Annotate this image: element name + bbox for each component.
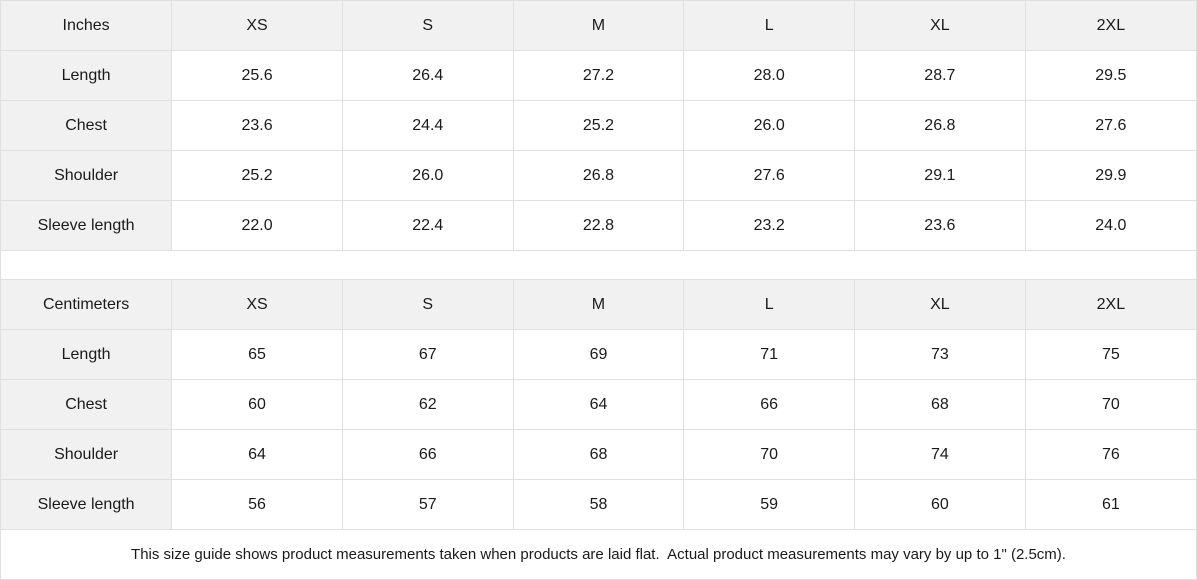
- value-cell: 25.6: [171, 50, 343, 101]
- size-header-cell: XL: [854, 1, 1026, 51]
- table-row: Length 65 67 69 71 73 75: [1, 329, 1196, 380]
- section-spacer: [1, 250, 1196, 280]
- value-cell: 58: [512, 479, 684, 529]
- value-cell: 28.7: [854, 50, 1026, 101]
- unit-header-cell: Inches: [1, 1, 172, 51]
- value-cell: 26.8: [854, 100, 1026, 151]
- size-header-cell: XS: [171, 280, 343, 330]
- value-cell: 27.6: [1024, 100, 1196, 151]
- table-row: Chest 23.6 24.4 25.2 26.0 26.8 27.6: [1, 100, 1196, 151]
- value-cell: 22.4: [341, 200, 514, 250]
- value-cell: 23.2: [683, 200, 855, 250]
- size-header-cell: S: [341, 280, 514, 330]
- value-cell: 29.5: [1024, 50, 1196, 101]
- value-cell: 74: [854, 429, 1026, 480]
- value-cell: 23.6: [854, 200, 1026, 250]
- size-header-cell: XS: [171, 1, 343, 51]
- value-cell: 29.1: [854, 150, 1026, 201]
- row-label-cell: Sleeve length: [1, 200, 172, 250]
- table-row: Sleeve length 56 57 58 59 60 61: [1, 479, 1196, 529]
- row-label-cell: Shoulder: [1, 429, 172, 480]
- size-header-cell: 2XL: [1024, 1, 1196, 51]
- size-header-cell: L: [683, 1, 855, 51]
- value-cell: 66: [683, 379, 855, 430]
- value-cell: 27.6: [683, 150, 855, 201]
- value-cell: 22.8: [512, 200, 684, 250]
- value-cell: 26.0: [683, 100, 855, 151]
- row-label-cell: Length: [1, 50, 172, 101]
- value-cell: 76: [1024, 429, 1196, 480]
- row-label-cell: Length: [1, 329, 172, 380]
- value-cell: 29.9: [1024, 150, 1196, 201]
- value-cell: 69: [512, 329, 684, 380]
- value-cell: 25.2: [171, 150, 343, 201]
- value-cell: 26.4: [341, 50, 514, 101]
- value-cell: 57: [341, 479, 514, 529]
- table-row: Shoulder 25.2 26.0 26.8 27.6 29.1 29.9: [1, 150, 1196, 201]
- value-cell: 71: [683, 329, 855, 380]
- table-row: Length 25.6 26.4 27.2 28.0 28.7 29.5: [1, 50, 1196, 101]
- value-cell: 66: [341, 429, 514, 480]
- row-label-cell: Sleeve length: [1, 479, 172, 529]
- value-cell: 28.0: [683, 50, 855, 101]
- row-label-cell: Chest: [1, 100, 172, 151]
- value-cell: 70: [1024, 379, 1196, 430]
- header-row: Centimeters XS S M L XL 2XL: [1, 280, 1196, 330]
- value-cell: 68: [512, 429, 684, 480]
- table-row: Sleeve length 22.0 22.4 22.8 23.2 23.6 24.0: [1, 200, 1196, 250]
- footer-note: This size guide shows product measuremen…: [1, 529, 1196, 579]
- value-cell: 60: [854, 479, 1026, 529]
- size-header-cell: S: [341, 1, 514, 51]
- unit-header-cell: Centimeters: [1, 280, 172, 330]
- value-cell: 65: [171, 329, 343, 380]
- row-label-cell: Shoulder: [1, 150, 172, 201]
- value-cell: 27.2: [512, 50, 684, 101]
- value-cell: 73: [854, 329, 1026, 380]
- value-cell: 59: [683, 479, 855, 529]
- value-cell: 70: [683, 429, 855, 480]
- size-table-inches: Inches XS S M L XL 2XL Length 25.6 26.4 27.2 28.0 28…: [1, 1, 1196, 250]
- size-header-cell: M: [512, 280, 684, 330]
- value-cell: 22.0: [171, 200, 343, 250]
- value-cell: 25.2: [512, 100, 684, 151]
- value-cell: 64: [512, 379, 684, 430]
- value-cell: 24.4: [341, 100, 514, 151]
- value-cell: 56: [171, 479, 343, 529]
- value-cell: 24.0: [1024, 200, 1196, 250]
- value-cell: 68: [854, 379, 1026, 430]
- size-header-cell: XL: [854, 280, 1026, 330]
- value-cell: 67: [341, 329, 514, 380]
- size-header-cell: L: [683, 280, 855, 330]
- value-cell: 26.8: [512, 150, 684, 201]
- value-cell: 60: [171, 379, 343, 430]
- table-row: Chest 60 62 64 66 68 70: [1, 379, 1196, 430]
- table-row: Shoulder 64 66 68 70 74 76: [1, 429, 1196, 480]
- header-row: Inches XS S M L XL 2XL: [1, 1, 1196, 51]
- value-cell: 62: [341, 379, 514, 430]
- row-label-cell: Chest: [1, 379, 172, 430]
- value-cell: 61: [1024, 479, 1196, 529]
- size-header-cell: M: [512, 1, 684, 51]
- size-table-centimeters: Centimeters XS S M L XL 2XL Length 65 67 69 71 73 75 C…: [1, 280, 1196, 529]
- size-header-cell: 2XL: [1024, 280, 1196, 330]
- value-cell: 75: [1024, 329, 1196, 380]
- value-cell: 26.0: [341, 150, 514, 201]
- value-cell: 64: [171, 429, 343, 480]
- value-cell: 23.6: [171, 100, 343, 151]
